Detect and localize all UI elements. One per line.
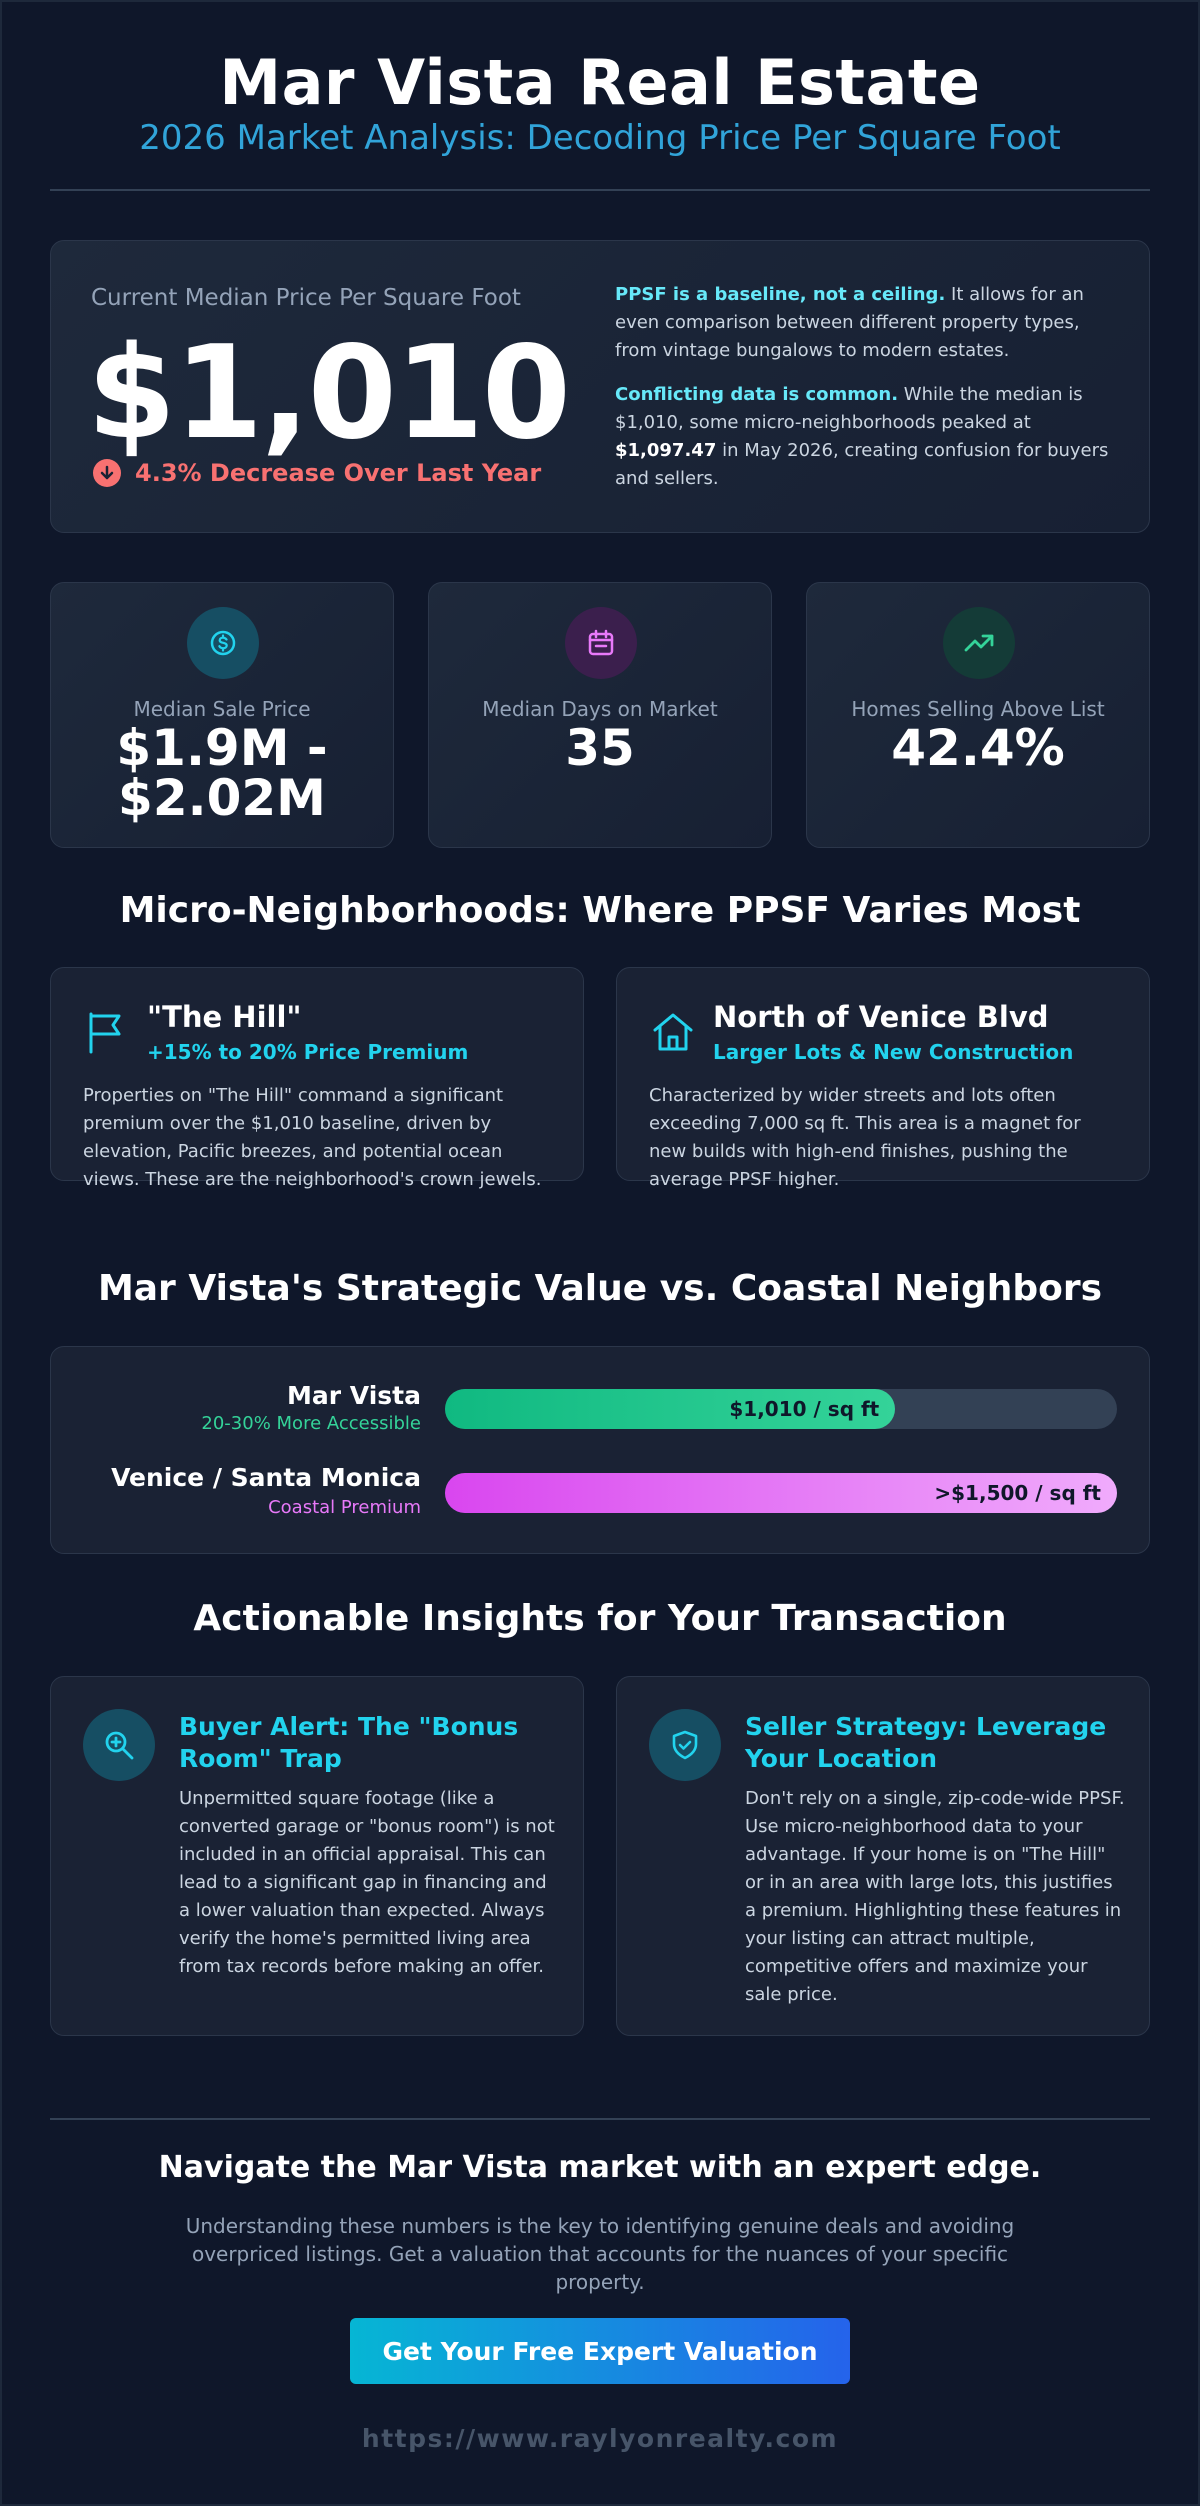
stat-label: Median Days on Market: [482, 697, 718, 721]
hero-price: $1,010: [87, 319, 571, 468]
insight-card-buyer: Buyer Alert: The "Bonus Room" Trap Unper…: [50, 1676, 584, 2036]
home-icon: [649, 1008, 697, 1056]
comparison-note: Coastal Premium: [268, 1497, 421, 1518]
header-divider: [50, 189, 1150, 191]
note-baseline: PPSF is a baseline, not a ceiling. It al…: [615, 281, 1115, 365]
comparison-name: Mar Vista: [287, 1381, 421, 1410]
comparison-heading: Mar Vista's Strategic Value vs. Coastal …: [97, 1268, 1103, 1309]
neighborhood-card-the-hill: "The Hill" +15% to 20% Price Premium Pro…: [50, 967, 584, 1190]
arrow-down-icon: [93, 459, 121, 487]
stat-value: 35: [565, 719, 635, 777]
neighborhood-subtitle: Larger Lots & New Construction: [713, 1040, 1074, 1064]
comparison-note: 20-30% More Accessible: [201, 1413, 421, 1434]
search-plus-icon: [83, 1709, 155, 1781]
note-conflicting: Conflicting data is common. While the me…: [615, 381, 1115, 493]
price-change: 4.3% Decrease Over Last Year: [93, 459, 541, 487]
comparison-bar-mar-vista: $1,010 / sq ft: [445, 1389, 896, 1429]
stat-value: 42.4%: [891, 719, 1065, 777]
stat-value: $1.9M - $2.02M: [116, 719, 328, 827]
price-change-text: 4.3% Decrease Over Last Year: [135, 459, 542, 487]
footer-divider: [50, 2118, 1150, 2120]
hero-card: Current Median Price Per Square Foot $1,…: [50, 240, 1150, 533]
neighborhood-subtitle: +15% to 20% Price Premium: [147, 1040, 469, 1064]
neighborhood-body: Properties on "The Hill" command a signi…: [83, 1085, 542, 1190]
trending-up-icon: [943, 607, 1015, 679]
stat-card-days-on-market: Median Days on Market 35: [428, 582, 772, 848]
calendar-icon: [565, 607, 637, 679]
hero-label: Current Median Price Per Square Foot: [91, 285, 521, 311]
insight-title: Seller Strategy: Leverage Your Location: [745, 1712, 1107, 1773]
hero-notes: PPSF is a baseline, not a ceiling. It al…: [615, 281, 1115, 509]
note-baseline-body: It allows for an even comparison between…: [615, 284, 1084, 361]
comparison-bar-venice-santa-monica: >$1,500 / sq ft: [445, 1473, 1117, 1513]
website-url[interactable]: https://www.raylyonrealty.com: [361, 2424, 839, 2453]
stat-label: Homes Selling Above List: [851, 697, 1105, 721]
note-conflicting-body-b: in May 2026, creating confusion for buye…: [615, 440, 1109, 489]
insight-body: Don't rely on a single, zip-code-wide PP…: [745, 1788, 1125, 2005]
comparison-bar-label: >$1,500 / sq ft: [934, 1481, 1101, 1505]
neighborhood-body: Characterized by wider streets and lots …: [649, 1085, 1081, 1190]
comparison-bar-label: $1,010 / sq ft: [729, 1397, 880, 1421]
stat-card-above-list: Homes Selling Above List 42.4%: [806, 582, 1150, 848]
page-title: Mar Vista Real Estate: [219, 46, 981, 119]
insights-heading: Actionable Insights for Your Transaction: [193, 1598, 1007, 1639]
dollar-icon: [187, 607, 259, 679]
flag-icon: [83, 1008, 131, 1056]
insight-card-seller: Seller Strategy: Leverage Your Location …: [616, 1676, 1150, 2036]
stat-label: Median Sale Price: [133, 697, 311, 721]
comparison-bar-track: $1,010 / sq ft: [445, 1389, 1117, 1429]
comparison-bar-track: >$1,500 / sq ft: [445, 1473, 1117, 1513]
neighborhood-title: North of Venice Blvd: [713, 1000, 1049, 1034]
comparison-card: Mar Vista 20-30% More Accessible $1,010 …: [50, 1346, 1150, 1554]
note-conflicting-lead: Conflicting data is common.: [615, 384, 899, 405]
shield-check-icon: [649, 1709, 721, 1781]
page-subtitle: 2026 Market Analysis: Decoding Price Per…: [139, 118, 1061, 158]
insight-body: Unpermitted square footage (like a conve…: [179, 1788, 555, 1977]
micro-heading: Micro-Neighborhoods: Where PPSF Varies M…: [119, 890, 1081, 931]
neighborhood-title: "The Hill": [147, 1000, 302, 1034]
neighborhood-card-north-venice: North of Venice Blvd Larger Lots & New C…: [616, 967, 1150, 1190]
get-valuation-button[interactable]: Get Your Free Expert Valuation: [350, 2318, 850, 2384]
comparison-name: Venice / Santa Monica: [111, 1463, 421, 1492]
cta-heading: Navigate the Mar Vista market with an ex…: [158, 2150, 1042, 2185]
cta-text: Understanding these numbers is the key t…: [185, 2214, 1015, 2294]
stat-card-median-sale-price: Median Sale Price $1.9M - $2.02M: [50, 582, 394, 848]
note-baseline-lead: PPSF is a baseline, not a ceiling.: [615, 284, 946, 305]
note-peak-value: $1,097.47: [615, 440, 717, 461]
note-conflicting-body-a: While the median is $1,010, some micro-n…: [615, 384, 1083, 433]
insight-title: Buyer Alert: The "Bonus Room" Trap: [179, 1712, 519, 1773]
